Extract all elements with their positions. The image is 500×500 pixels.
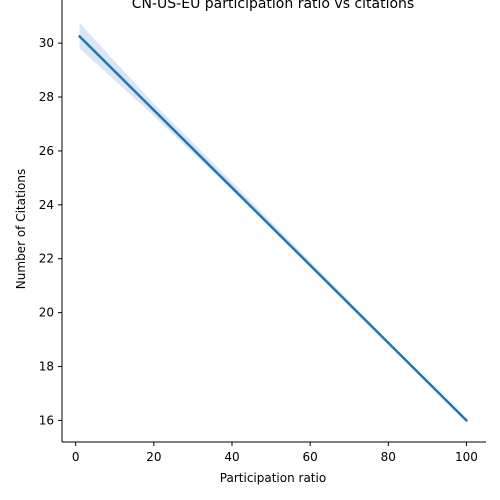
x-axis: 0 20 40 60 80 100 (62, 441, 486, 464)
y-tick-label: 24 (39, 198, 54, 212)
x-axis-label: Participation ratio (220, 471, 326, 485)
chart-title: CN-US-EU participation ratio vs citation… (132, 0, 414, 12)
y-tick-label: 28 (39, 90, 54, 104)
plot-area (78, 22, 468, 422)
x-tick-label: 80 (381, 450, 396, 464)
x-tick-label: 100 (455, 450, 478, 464)
y-tick-label: 16 (39, 413, 54, 427)
y-tick-label: 18 (39, 360, 54, 374)
x-tick-label: 40 (224, 450, 239, 464)
x-tick-label: 20 (146, 450, 161, 464)
x-tick-label: 60 (303, 450, 318, 464)
regression-line (78, 35, 468, 422)
y-tick-label: 30 (39, 36, 54, 50)
confidence-band (79, 22, 467, 422)
y-tick-label: 20 (39, 306, 54, 320)
y-axis: 16 18 20 22 24 26 28 30 (39, 0, 63, 442)
y-axis-label: Number of Citations (14, 169, 28, 289)
x-tick-label: 0 (72, 450, 80, 464)
y-tick-label: 26 (39, 144, 54, 158)
y-tick-label: 22 (39, 252, 54, 266)
